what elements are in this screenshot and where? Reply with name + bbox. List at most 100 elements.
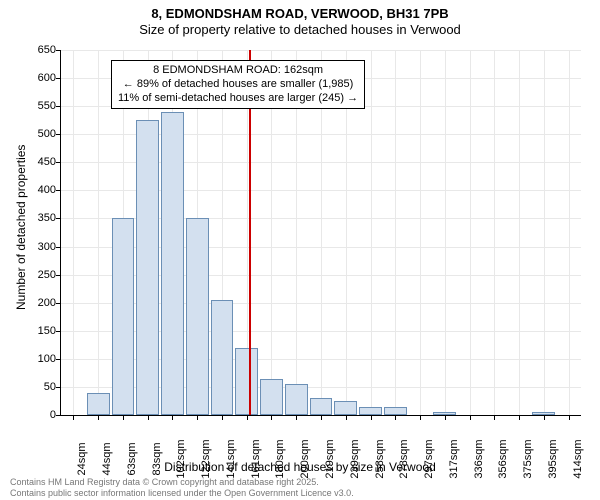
xtick-mark	[519, 415, 520, 420]
annotation-line: ← 89% of detached houses are smaller (1,…	[118, 78, 358, 92]
histogram-bar	[384, 407, 407, 415]
ytick-mark	[56, 50, 61, 51]
xtick-label: 44sqm	[101, 442, 113, 475]
xtick-label: 278sqm	[398, 439, 410, 478]
annotation-line: 11% of semi-detached houses are larger (…	[118, 92, 358, 106]
histogram-bar	[532, 412, 555, 415]
histogram-bar	[359, 407, 382, 415]
footer-attribution: Contains HM Land Registry data © Crown c…	[10, 477, 354, 498]
ytick-label: 600	[16, 72, 56, 84]
ytick-label: 300	[16, 241, 56, 253]
xtick-label: 258sqm	[374, 439, 386, 478]
xtick-mark	[470, 415, 471, 420]
plot-area: 8 EDMONDSHAM ROAD: 162sqm← 89% of detach…	[60, 50, 581, 416]
ytick-mark	[56, 190, 61, 191]
xtick-label: 24sqm	[76, 442, 88, 475]
gridline-v	[73, 50, 74, 415]
gridline-v	[569, 50, 570, 415]
histogram-bar	[310, 398, 333, 415]
ytick-label: 650	[16, 44, 56, 56]
ytick-label: 0	[16, 409, 56, 421]
histogram-bar	[211, 300, 234, 415]
chart-title-line1: 8, EDMONDSHAM ROAD, VERWOOD, BH31 7PB	[0, 0, 600, 21]
xtick-mark	[172, 415, 173, 420]
ytick-mark	[56, 134, 61, 135]
xtick-label: 375sqm	[522, 439, 534, 478]
ytick-label: 550	[16, 100, 56, 112]
xtick-mark	[569, 415, 570, 420]
y-axis-label: Number of detached properties	[14, 145, 28, 310]
histogram-bar	[87, 393, 110, 415]
ytick-mark	[56, 162, 61, 163]
histogram-bar	[112, 218, 135, 415]
histogram-bar	[285, 384, 308, 415]
annotation-box: 8 EDMONDSHAM ROAD: 162sqm← 89% of detach…	[111, 60, 365, 109]
xtick-mark	[420, 415, 421, 420]
ytick-mark	[56, 247, 61, 248]
gridline-v	[420, 50, 421, 415]
xtick-mark	[197, 415, 198, 420]
footer-line1: Contains HM Land Registry data © Crown c…	[10, 477, 354, 487]
ytick-label: 350	[16, 212, 56, 224]
xtick-mark	[445, 415, 446, 420]
xtick-mark	[371, 415, 372, 420]
histogram-bar	[433, 412, 456, 415]
gridline-v	[98, 50, 99, 415]
xtick-label: 356sqm	[497, 439, 509, 478]
ytick-label: 450	[16, 156, 56, 168]
ytick-label: 50	[16, 381, 56, 393]
ytick-mark	[56, 331, 61, 332]
xtick-mark	[98, 415, 99, 420]
xtick-mark	[73, 415, 74, 420]
xtick-mark	[544, 415, 545, 420]
gridline-v	[519, 50, 520, 415]
xtick-label: 219sqm	[324, 439, 336, 478]
ytick-label: 250	[16, 269, 56, 281]
histogram-bar	[235, 348, 258, 415]
histogram-bar	[260, 379, 283, 416]
xtick-mark	[222, 415, 223, 420]
histogram-bar	[334, 401, 357, 415]
xtick-label: 122sqm	[200, 439, 212, 478]
ytick-mark	[56, 106, 61, 107]
xtick-label: 297sqm	[423, 439, 435, 478]
xtick-mark	[494, 415, 495, 420]
xtick-mark	[346, 415, 347, 420]
gridline-v	[371, 50, 372, 415]
ytick-label: 500	[16, 128, 56, 140]
xtick-mark	[296, 415, 297, 420]
chart-title-line2: Size of property relative to detached ho…	[0, 21, 600, 37]
ytick-mark	[56, 359, 61, 360]
xtick-label: 336sqm	[473, 439, 485, 478]
xtick-label: 102sqm	[175, 439, 187, 478]
gridline-v	[395, 50, 396, 415]
xtick-label: 200sqm	[299, 439, 311, 478]
ytick-mark	[56, 303, 61, 304]
ytick-mark	[56, 218, 61, 219]
ytick-mark	[56, 78, 61, 79]
xtick-label: 414sqm	[572, 439, 584, 478]
xtick-mark	[395, 415, 396, 420]
ytick-label: 200	[16, 297, 56, 309]
xtick-label: 239sqm	[349, 439, 361, 478]
gridline-v	[445, 50, 446, 415]
xtick-mark	[271, 415, 272, 420]
ytick-mark	[56, 415, 61, 416]
ytick-mark	[56, 275, 61, 276]
gridline-v	[470, 50, 471, 415]
histogram-bar	[186, 218, 209, 415]
ytick-label: 400	[16, 184, 56, 196]
xtick-mark	[321, 415, 322, 420]
footer-line2: Contains public sector information licen…	[10, 488, 354, 498]
xtick-label: 317sqm	[448, 439, 460, 478]
ytick-label: 150	[16, 325, 56, 337]
xtick-label: 161sqm	[250, 439, 262, 478]
xtick-label: 83sqm	[151, 442, 163, 475]
chart-container: 8, EDMONDSHAM ROAD, VERWOOD, BH31 7PB Si…	[0, 0, 600, 500]
xtick-label: 141sqm	[225, 439, 237, 478]
xtick-mark	[148, 415, 149, 420]
xtick-label: 63sqm	[126, 442, 138, 475]
histogram-bar	[136, 120, 159, 415]
ytick-label: 100	[16, 353, 56, 365]
annotation-line: 8 EDMONDSHAM ROAD: 162sqm	[118, 64, 358, 78]
